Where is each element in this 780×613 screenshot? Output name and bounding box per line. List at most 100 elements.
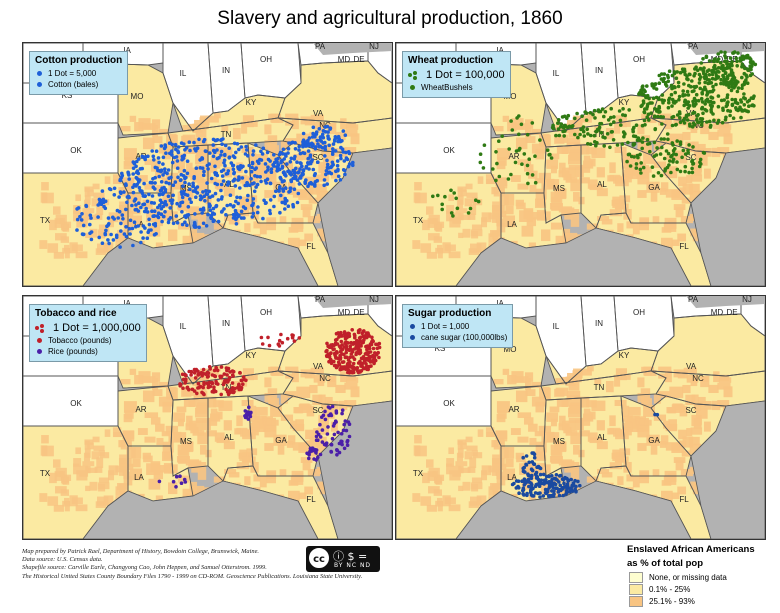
production-dot [335, 163, 340, 168]
county-block [280, 414, 294, 421]
production-dot [335, 448, 340, 453]
county-block [708, 384, 719, 393]
production-dot [234, 211, 239, 215]
production-dot [662, 137, 666, 141]
county-block [570, 179, 581, 192]
county-block [488, 486, 494, 496]
creative-commons-badge[interactable]: cc ⓘ $ = BY NC ND [306, 546, 380, 572]
production-dot [337, 331, 342, 336]
county-block [690, 427, 703, 435]
production-dot [526, 472, 530, 476]
production-dot [206, 385, 211, 390]
county-block [264, 377, 272, 388]
production-dot [250, 203, 255, 207]
county-block [73, 458, 82, 467]
production-dot [640, 103, 644, 108]
county-block [96, 457, 104, 468]
production-dot [609, 106, 613, 111]
production-dot [174, 474, 179, 479]
production-dot [431, 194, 435, 199]
production-dot [236, 178, 240, 182]
county-block [550, 418, 557, 427]
production-dot [716, 66, 721, 70]
production-dot [497, 174, 502, 179]
production-dot [266, 157, 271, 162]
production-dot [247, 163, 251, 168]
county-block [510, 428, 521, 435]
county-block [466, 192, 478, 198]
county-block [120, 186, 132, 197]
county-block [273, 434, 287, 446]
production-dot [326, 171, 331, 175]
production-dot [160, 219, 164, 224]
state-label: LA [134, 473, 144, 482]
production-dot [260, 342, 265, 346]
production-dot [635, 153, 640, 158]
production-dot [338, 346, 343, 350]
legend-class-label: 25.1% - 93% [649, 596, 695, 606]
county-block [280, 394, 288, 404]
production-dot [185, 223, 189, 227]
production-dot [232, 204, 236, 208]
production-dot [561, 477, 566, 482]
county-block [244, 476, 251, 486]
production-dot [185, 159, 190, 163]
county-block [517, 183, 529, 190]
production-dot [666, 151, 671, 156]
production-dot [219, 153, 223, 157]
production-dot [245, 148, 249, 152]
county-block [292, 442, 307, 451]
production-dot [696, 113, 700, 117]
production-dot [287, 170, 292, 174]
county-block [205, 177, 217, 184]
production-dot [194, 186, 198, 191]
county-block [119, 206, 128, 217]
production-dot [748, 64, 752, 68]
county-block [434, 221, 445, 229]
county-block [156, 437, 164, 446]
production-dot [351, 163, 355, 168]
production-dot [351, 355, 355, 359]
county-block [723, 386, 733, 398]
county-block [280, 141, 288, 151]
county-block [304, 233, 314, 242]
production-dot [612, 120, 616, 124]
production-dot [374, 352, 379, 357]
production-dot [112, 193, 117, 197]
state-label: MO [504, 345, 517, 354]
production-dot [190, 387, 195, 392]
production-dot [729, 88, 734, 93]
county-block [446, 210, 453, 222]
county-block [525, 136, 536, 143]
county-block [318, 161, 329, 174]
production-dot [705, 77, 710, 82]
production-dot [323, 154, 327, 158]
county-block [432, 218, 438, 225]
production-dot [175, 201, 179, 206]
production-dot [182, 168, 187, 173]
production-dot [682, 116, 687, 121]
production-dot [350, 364, 355, 369]
county-block [469, 496, 482, 506]
production-dot [179, 382, 183, 387]
production-dot [220, 174, 225, 178]
county-block [350, 133, 360, 145]
production-dot [702, 66, 706, 70]
county-block [287, 435, 296, 445]
county-block [223, 441, 235, 450]
production-dot [656, 171, 661, 175]
production-dot [356, 348, 361, 353]
county-block [142, 390, 155, 403]
production-dot [476, 199, 481, 204]
production-dot [507, 147, 511, 151]
county-block [155, 423, 165, 432]
production-dot [243, 206, 248, 211]
state-label: IL [180, 322, 187, 331]
county-block [182, 134, 196, 143]
county-block [523, 164, 534, 172]
production-dot [216, 219, 221, 224]
production-dot [723, 118, 728, 122]
county-block [125, 438, 132, 445]
county-block [92, 436, 100, 443]
production-dot [275, 160, 279, 164]
